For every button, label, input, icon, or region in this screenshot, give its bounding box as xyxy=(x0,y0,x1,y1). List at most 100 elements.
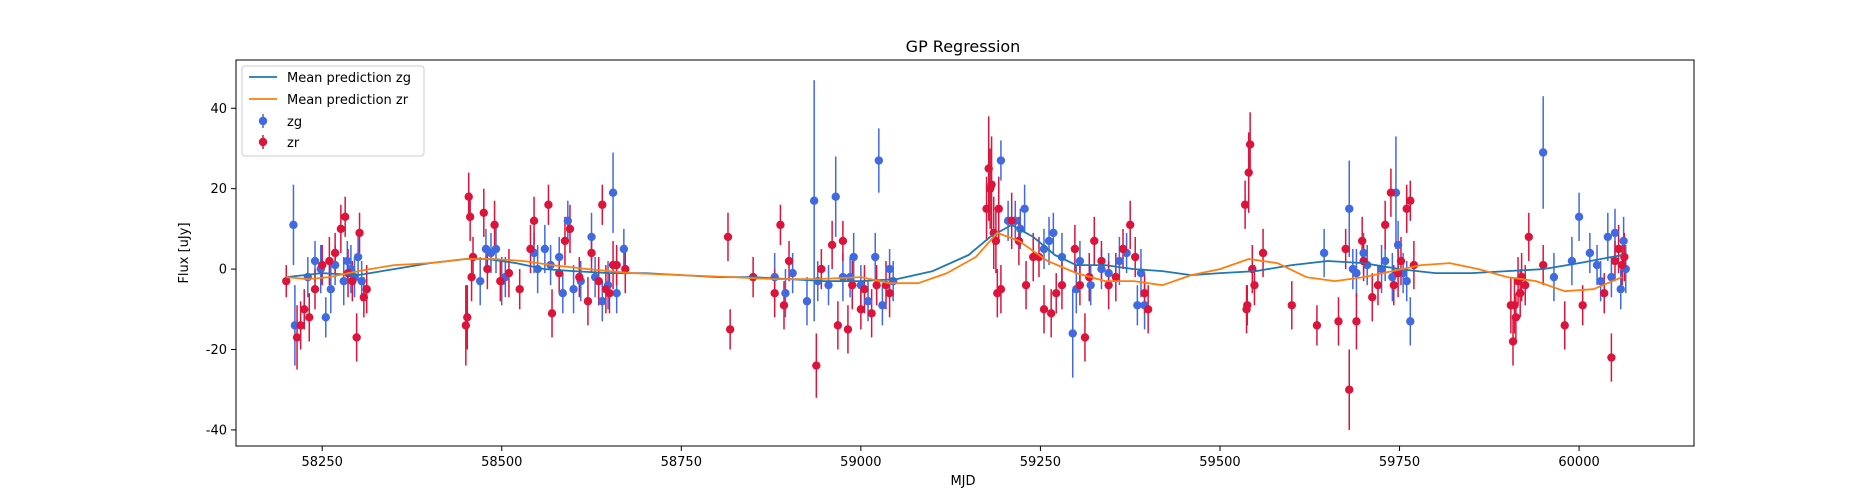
zr-point xyxy=(1389,280,1398,290)
zr-point xyxy=(1578,301,1587,310)
zr-point xyxy=(1607,353,1616,362)
zr-point xyxy=(1396,256,1406,266)
zg-point xyxy=(1359,248,1368,258)
zr-point xyxy=(317,260,327,270)
zr-point xyxy=(1312,321,1322,330)
zr-point xyxy=(1524,232,1534,242)
zr-point xyxy=(352,333,361,342)
zr-point xyxy=(468,252,478,262)
zr-point xyxy=(336,224,346,234)
zg-point xyxy=(587,232,596,242)
zg-point xyxy=(1104,268,1113,278)
zg-point xyxy=(809,196,819,205)
zg-point xyxy=(343,256,352,266)
zr-point xyxy=(885,289,894,298)
x-tick-label: 58750 xyxy=(661,455,702,470)
zr-point xyxy=(490,220,499,230)
zg-point xyxy=(1603,232,1613,242)
zr-point xyxy=(1345,385,1354,394)
zg-point xyxy=(781,289,790,298)
zr-point xyxy=(621,264,630,274)
zr-point xyxy=(996,284,1006,294)
zg-point xyxy=(558,289,567,298)
zr-point xyxy=(1057,280,1067,290)
zr-point xyxy=(994,204,1003,213)
zr-point xyxy=(1620,252,1629,262)
plot-frame xyxy=(235,59,1695,447)
y-tick-label: 0 xyxy=(219,263,227,278)
zg-point xyxy=(1574,212,1584,222)
zr-point xyxy=(583,297,593,306)
zg-point xyxy=(802,297,812,306)
zr-point xyxy=(779,301,789,310)
zr-point xyxy=(465,212,475,222)
zr-point xyxy=(1111,272,1121,282)
zr-point xyxy=(1075,280,1085,290)
zr-point xyxy=(812,361,821,370)
zr-point xyxy=(575,272,584,282)
zr-point xyxy=(784,256,794,266)
zg-point xyxy=(788,268,797,278)
zg-point xyxy=(339,276,348,286)
zg-point xyxy=(1619,236,1628,246)
zr-point xyxy=(1368,293,1377,302)
prediction-lines xyxy=(286,223,1623,293)
zr-point xyxy=(282,276,291,286)
x-tick-label: 59000 xyxy=(840,455,881,470)
zr-point xyxy=(770,289,779,298)
zr-point xyxy=(325,256,334,266)
zr-point xyxy=(598,200,607,209)
zr-point xyxy=(1610,256,1620,266)
zr-point xyxy=(725,325,735,334)
zr-point xyxy=(867,309,876,318)
zr-point xyxy=(1039,305,1049,314)
zr-point xyxy=(848,280,857,290)
zr-point xyxy=(1373,280,1383,290)
mean-prediction-zr-line xyxy=(286,231,1623,293)
legend-swatch-zg-marker xyxy=(258,116,268,126)
zr-point xyxy=(612,260,621,270)
legend-swatch-zr-marker xyxy=(258,137,268,147)
zg-point xyxy=(1549,272,1559,282)
zr-point xyxy=(463,313,472,322)
y-tick-label: -40 xyxy=(206,423,227,438)
zr-point xyxy=(984,164,993,173)
x-tick-label: 59750 xyxy=(1379,455,1420,470)
zg-point xyxy=(491,244,501,254)
zr-point xyxy=(1406,196,1415,205)
zr-point xyxy=(1118,244,1128,254)
zr-point xyxy=(1334,317,1343,326)
zg-point xyxy=(290,321,300,330)
legend-label-zr: zr xyxy=(287,136,300,151)
x-tick-label: 58250 xyxy=(302,455,343,470)
zg-point xyxy=(289,220,298,230)
chart-title: GP Regression xyxy=(906,37,1021,56)
zr-point xyxy=(987,180,996,189)
zr-point xyxy=(1352,317,1361,326)
zr-point xyxy=(587,248,596,258)
zg-point xyxy=(1075,256,1085,266)
zr-point xyxy=(1250,280,1259,290)
zr-point xyxy=(1104,280,1113,290)
zg-point xyxy=(1068,329,1077,338)
zr-point xyxy=(1560,321,1569,330)
zg-point xyxy=(1406,317,1415,326)
zr-point xyxy=(1070,244,1080,254)
zr-point xyxy=(292,333,302,342)
zr-point xyxy=(1245,140,1255,149)
zr-point xyxy=(856,305,866,314)
legend-label-zg-line: Mean prediction zg xyxy=(287,71,411,86)
zr-point xyxy=(1341,244,1350,254)
zr-point xyxy=(1508,337,1518,346)
zg-point xyxy=(824,280,833,290)
zr-point xyxy=(362,284,371,294)
zr-point xyxy=(605,289,614,298)
y-axis: -40 -20 0 20 40 xyxy=(206,102,236,438)
zr-point xyxy=(305,313,314,322)
zg-point xyxy=(831,192,840,201)
zg-point xyxy=(563,216,573,226)
zr-point xyxy=(1243,301,1252,310)
zg-point xyxy=(1610,228,1620,238)
zg-point xyxy=(1393,240,1403,250)
zg-point xyxy=(1136,268,1146,278)
